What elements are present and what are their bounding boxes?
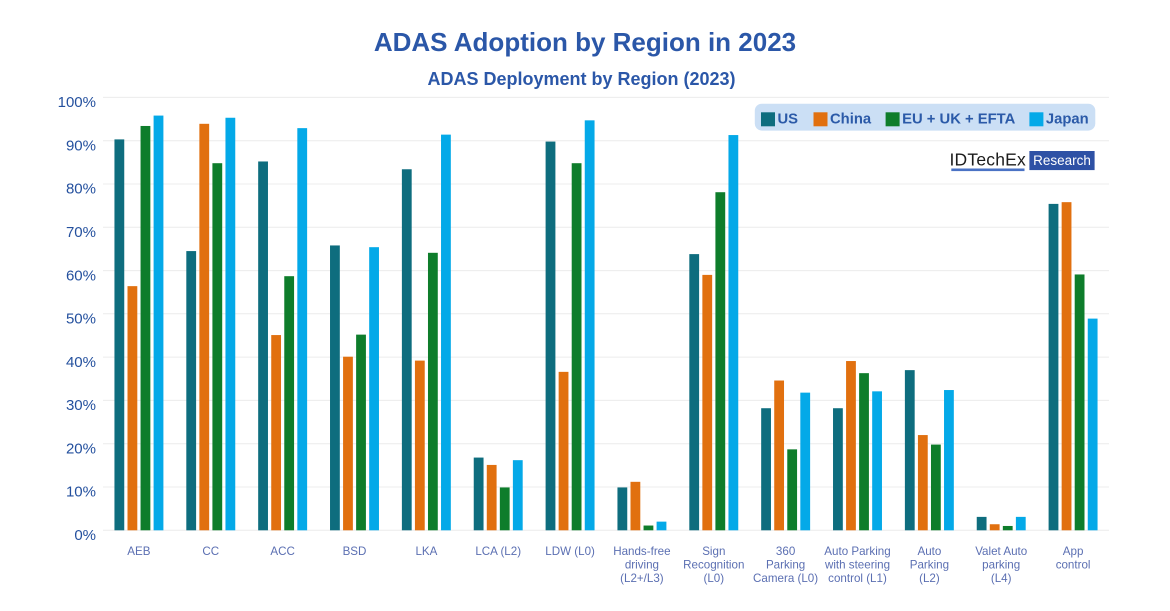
svg-text:(L0): (L0) — [703, 572, 724, 585]
svg-text:Auto Parking: Auto Parking — [824, 545, 890, 558]
svg-text:ACC: ACC — [270, 545, 294, 558]
svg-text:20%: 20% — [66, 440, 96, 457]
svg-text:ADAS Adoption by Region in 202: ADAS Adoption by Region in 2023 — [374, 27, 796, 57]
svg-text:40%: 40% — [66, 354, 96, 371]
svg-text:control: control — [1056, 559, 1091, 572]
svg-text:360: 360 — [776, 545, 795, 558]
svg-text:30%: 30% — [66, 397, 96, 414]
svg-text:EU + UK + EFTA: EU + UK + EFTA — [902, 111, 1016, 127]
svg-text:LKA: LKA — [415, 545, 437, 558]
svg-text:100%: 100% — [58, 94, 96, 111]
svg-text:IDTechEx: IDTechEx — [950, 150, 1027, 170]
svg-text:0%: 0% — [74, 527, 96, 544]
svg-text:70%: 70% — [66, 224, 96, 241]
svg-text:LCA (L2): LCA (L2) — [475, 545, 521, 558]
svg-text:(L2): (L2) — [919, 572, 940, 585]
svg-text:US: US — [778, 111, 799, 127]
svg-text:BSD: BSD — [343, 545, 367, 558]
svg-text:Camera (L0): Camera (L0) — [753, 572, 818, 585]
svg-text:Parking: Parking — [910, 559, 949, 572]
svg-text:China: China — [830, 111, 872, 127]
svg-text:LDW (L0): LDW (L0) — [545, 545, 595, 558]
svg-text:ADAS Deployment by Region (202: ADAS Deployment by Region (2023) — [427, 69, 735, 89]
svg-text:CC: CC — [202, 545, 219, 558]
svg-text:50%: 50% — [66, 311, 96, 328]
svg-text:AEB: AEB — [127, 545, 150, 558]
svg-text:App: App — [1063, 545, 1084, 558]
svg-text:Japan: Japan — [1046, 111, 1089, 127]
svg-text:with steering: with steering — [824, 559, 890, 572]
svg-text:driving: driving — [625, 559, 659, 572]
svg-text:80%: 80% — [66, 181, 96, 198]
svg-text:Auto: Auto — [917, 545, 941, 558]
svg-text:Valet Auto: Valet Auto — [975, 545, 1027, 558]
svg-text:(L2+/L3): (L2+/L3) — [620, 572, 664, 585]
svg-text:parking: parking — [982, 559, 1020, 572]
svg-text:Parking: Parking — [766, 559, 805, 572]
svg-text:Recognition: Recognition — [683, 559, 744, 572]
svg-text:10%: 10% — [66, 484, 96, 501]
svg-text:90%: 90% — [66, 137, 96, 154]
svg-text:Research: Research — [1033, 153, 1091, 168]
svg-text:Hands-free: Hands-free — [613, 545, 670, 558]
svg-text:(L4): (L4) — [991, 572, 1012, 585]
svg-text:control (L1): control (L1) — [828, 572, 887, 585]
svg-text:Sign: Sign — [702, 545, 725, 558]
svg-text:60%: 60% — [66, 267, 96, 284]
